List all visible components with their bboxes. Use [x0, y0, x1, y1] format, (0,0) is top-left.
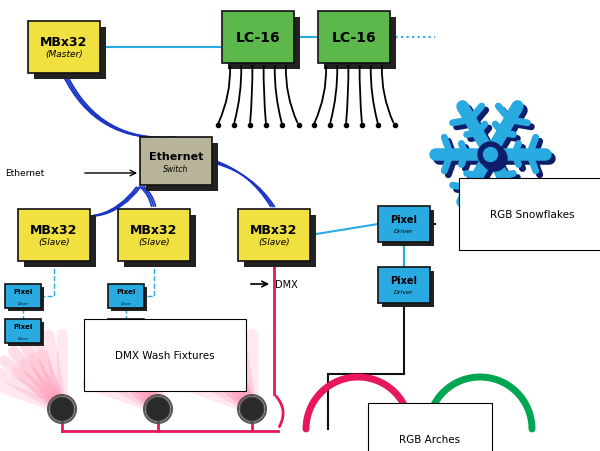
- Text: Pixel: Pixel: [13, 323, 32, 329]
- Text: Driver: Driver: [121, 301, 131, 305]
- Text: Switch: Switch: [163, 164, 188, 173]
- Text: Ethernet: Ethernet: [149, 152, 203, 161]
- Text: Pixel: Pixel: [391, 276, 418, 285]
- FancyBboxPatch shape: [108, 319, 144, 343]
- Text: Pixel: Pixel: [116, 323, 136, 329]
- Text: (Slave): (Slave): [38, 238, 70, 247]
- Text: Driver: Driver: [394, 229, 414, 234]
- FancyBboxPatch shape: [382, 272, 434, 307]
- Text: (Slave): (Slave): [258, 238, 290, 247]
- Circle shape: [146, 397, 170, 421]
- Text: Driver: Driver: [394, 290, 414, 295]
- Text: Driver: Driver: [17, 301, 29, 305]
- FancyBboxPatch shape: [111, 322, 147, 346]
- FancyBboxPatch shape: [8, 322, 44, 346]
- FancyBboxPatch shape: [34, 28, 106, 80]
- FancyBboxPatch shape: [5, 285, 41, 308]
- Text: RGB Arches: RGB Arches: [400, 434, 461, 444]
- Text: LC-16: LC-16: [236, 31, 280, 45]
- FancyBboxPatch shape: [28, 22, 100, 74]
- FancyBboxPatch shape: [111, 287, 147, 311]
- Text: DMX: DMX: [275, 279, 298, 290]
- FancyBboxPatch shape: [140, 138, 212, 186]
- Circle shape: [240, 397, 264, 421]
- FancyBboxPatch shape: [108, 285, 144, 308]
- FancyBboxPatch shape: [124, 216, 196, 267]
- FancyBboxPatch shape: [118, 210, 190, 262]
- Text: MBx32: MBx32: [40, 37, 88, 50]
- Text: Pixel: Pixel: [391, 215, 418, 225]
- Text: Pixel: Pixel: [13, 288, 32, 295]
- FancyBboxPatch shape: [378, 207, 430, 243]
- FancyBboxPatch shape: [24, 216, 96, 267]
- FancyBboxPatch shape: [146, 144, 218, 192]
- Text: Pixel: Pixel: [116, 288, 136, 295]
- FancyBboxPatch shape: [5, 319, 41, 343]
- Text: Ethernet: Ethernet: [5, 169, 44, 178]
- Text: MBx32: MBx32: [31, 224, 77, 237]
- Text: (Slave): (Slave): [138, 238, 170, 247]
- Text: RGB Snowflakes: RGB Snowflakes: [490, 210, 575, 220]
- Text: MBx32: MBx32: [250, 224, 298, 237]
- FancyBboxPatch shape: [244, 216, 316, 267]
- FancyBboxPatch shape: [318, 12, 390, 64]
- Text: DMX Wash Fixtures: DMX Wash Fixtures: [115, 350, 215, 360]
- Text: Driver: Driver: [17, 336, 29, 340]
- Text: (Master): (Master): [45, 51, 83, 60]
- FancyBboxPatch shape: [378, 267, 430, 304]
- Text: LC-16: LC-16: [332, 31, 376, 45]
- Text: MBx32: MBx32: [130, 224, 178, 237]
- FancyBboxPatch shape: [238, 210, 310, 262]
- FancyBboxPatch shape: [18, 210, 90, 262]
- FancyBboxPatch shape: [382, 211, 434, 246]
- FancyBboxPatch shape: [228, 18, 300, 70]
- FancyBboxPatch shape: [8, 287, 44, 311]
- Text: Driver: Driver: [121, 336, 131, 340]
- FancyBboxPatch shape: [324, 18, 396, 70]
- FancyBboxPatch shape: [222, 12, 294, 64]
- Circle shape: [50, 397, 74, 421]
